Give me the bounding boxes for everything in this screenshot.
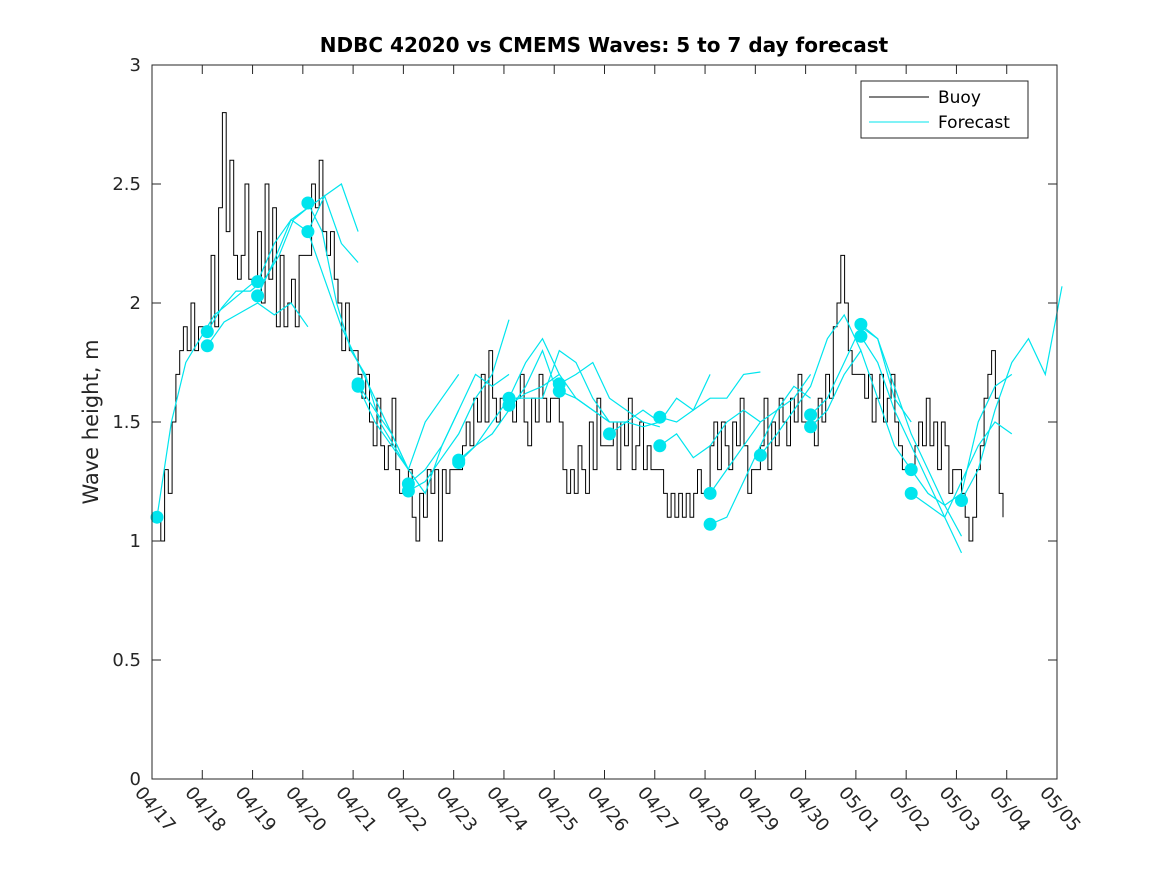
series-forecast-run-16	[559, 361, 660, 428]
forecast-start-marker-19	[653, 410, 667, 424]
forecast-start-marker-1	[150, 510, 164, 524]
y-tick-label-2: 1	[130, 531, 141, 552]
forecast-start-marker-5	[251, 289, 265, 303]
series-layer	[150, 112, 1063, 554]
series-forecast-run-25	[810, 349, 912, 470]
chart-title: NDBC 42020 vs CMEMS Waves: 5 to 7 day fo…	[320, 33, 889, 57]
series-forecast-run-11	[408, 319, 510, 492]
series-forecast-run-19	[659, 371, 761, 423]
series-forecast-run-23	[759, 313, 862, 456]
forecast-start-marker-24	[804, 408, 818, 422]
forecast-start-marker-23	[753, 448, 767, 462]
forecast-start-marker-11	[401, 484, 415, 498]
forecast-start-marker-6	[301, 196, 315, 210]
legend-box	[860, 80, 1029, 139]
forecast-start-marker-2	[200, 325, 214, 339]
forecast-start-marker-13	[452, 456, 466, 469]
series-forecast-run-28	[910, 373, 1013, 507]
series-forecast-run-10	[408, 373, 510, 485]
forecast-start-marker-18	[603, 427, 616, 441]
y-axis: 0 0.5 1 1.5 2 2.5 3	[112, 55, 1057, 790]
series-forecast-run-30	[960, 286, 1063, 501]
forecast-start-marker-3	[200, 339, 214, 353]
forecast-start-marker-26	[854, 317, 868, 331]
y-tick-label-0: 0	[130, 769, 141, 790]
forecast-start-marker-9	[351, 379, 365, 393]
forecast-start-marker-21	[703, 486, 717, 500]
forecast-start-marker-7	[301, 225, 315, 239]
series-forecast-run-29	[910, 421, 1013, 519]
forecast-start-marker-30	[955, 494, 968, 507]
forecast-start-marker-29	[904, 486, 918, 500]
forecast-start-marker-15	[502, 398, 516, 412]
plot-frame	[151, 64, 1058, 780]
y-tick-label-1: 0.5	[112, 650, 141, 671]
series-forecast-run-17	[559, 390, 660, 428]
forecast-start-marker-27	[854, 329, 868, 343]
y-tick-label-4: 2	[130, 293, 141, 314]
series-buoy-line	[157, 112, 1004, 542]
forecast-start-marker-28	[904, 463, 918, 477]
legend-label-forecast: Forecast	[938, 113, 1010, 133]
series-forecast-run-9	[357, 374, 460, 471]
series-forecast-run-22	[709, 385, 811, 525]
forecast-start-marker-25	[804, 420, 818, 434]
forecast-start-marker-17	[552, 384, 566, 398]
y-tick-label-3: 1.5	[112, 412, 141, 433]
y-tick-label-5: 2.5	[112, 174, 141, 195]
y-tick-label-6: 3	[130, 55, 141, 76]
series-forecast-run-14	[509, 349, 610, 423]
plot-area	[152, 65, 1057, 779]
series-forecast-run-20	[659, 409, 761, 459]
legend-label-buoy: Buoy	[938, 88, 981, 108]
forecast-start-marker-4	[251, 275, 265, 289]
series-forecast-run-21	[709, 374, 812, 494]
series-forecast-run-2	[206, 302, 309, 347]
forecast-start-marker-22	[703, 517, 717, 531]
legend: Buoy Forecast	[860, 80, 1029, 139]
forecast-start-marker-20	[653, 439, 667, 453]
y-axis-title: Wave height, m	[79, 339, 103, 504]
